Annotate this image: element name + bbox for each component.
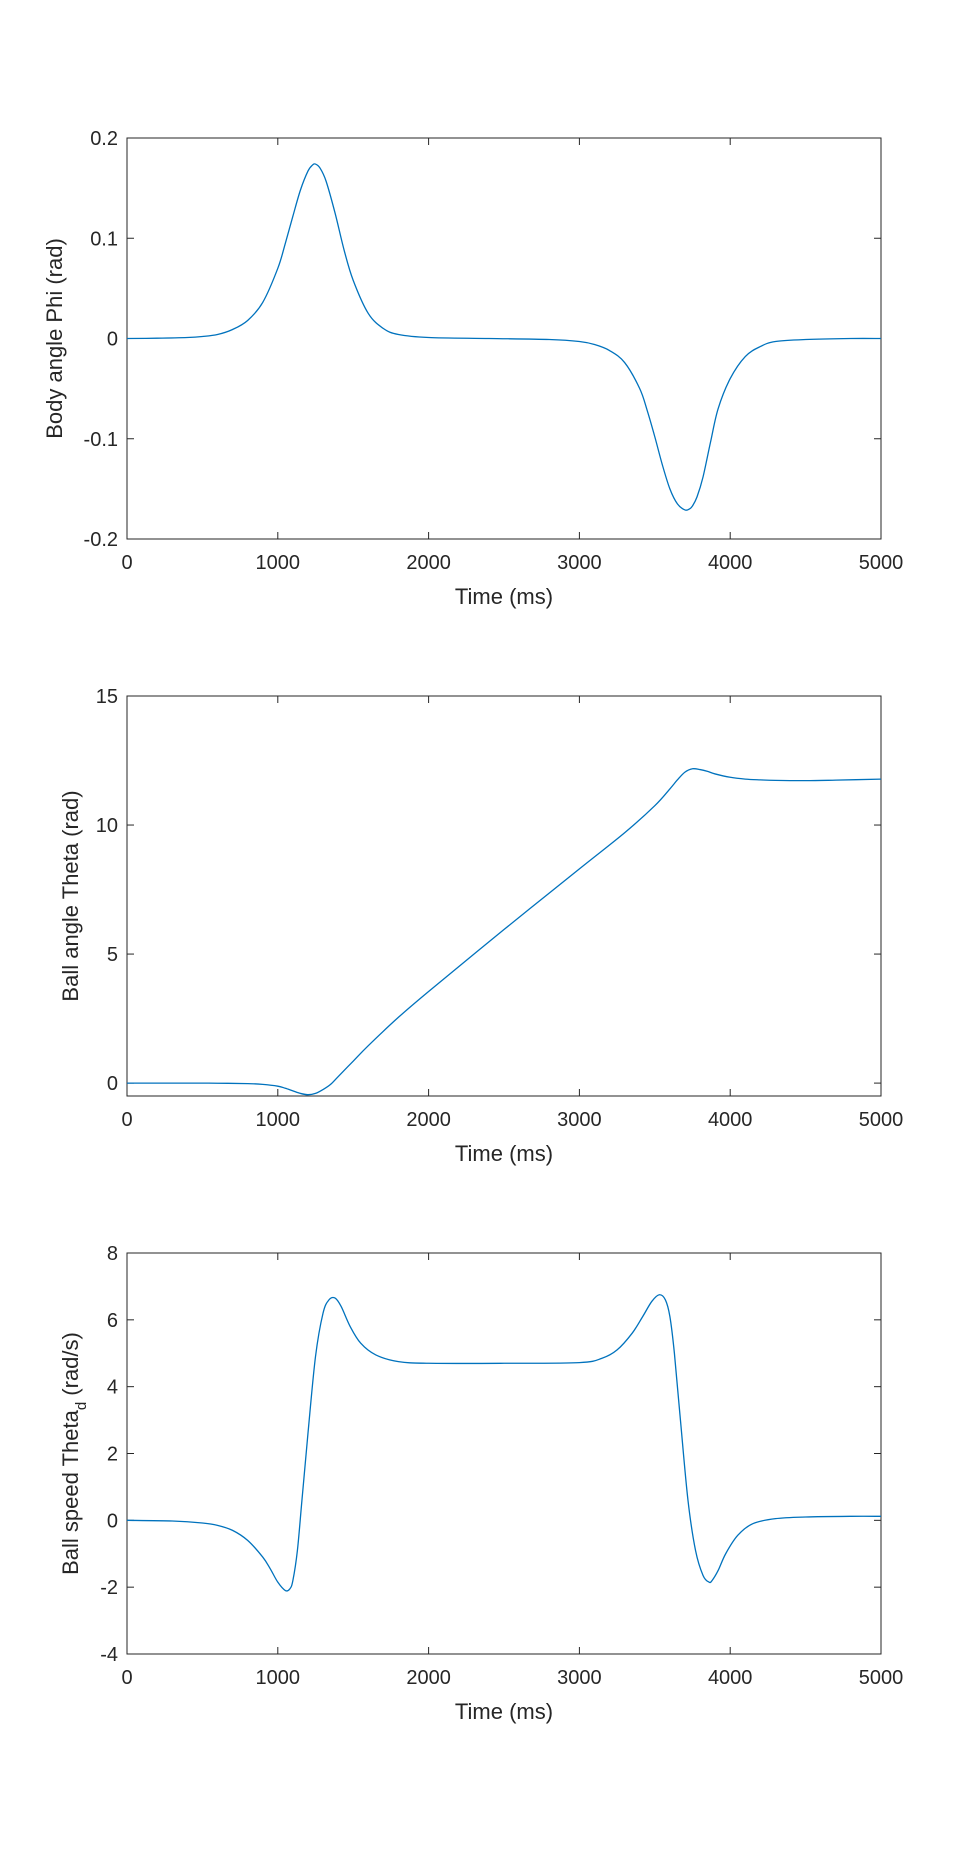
- y-tick-label: 0: [107, 1510, 118, 1532]
- series-line: [127, 163, 881, 511]
- y-tick-label: -0.2: [84, 529, 118, 551]
- x-tick-label: 4000: [708, 1109, 753, 1131]
- x-tick-label: 1000: [256, 1109, 301, 1131]
- x-tick-label: 5000: [859, 552, 904, 574]
- series-line: [127, 768, 881, 1096]
- y-tick-label: 0.1: [90, 228, 118, 250]
- x-tick-label: 5000: [859, 1667, 904, 1689]
- x-tick-label: 4000: [708, 552, 753, 574]
- plot-area-frame: [126, 695, 882, 1097]
- x-tick-label: 2000: [406, 552, 451, 574]
- x-tick-label: 2000: [406, 1667, 451, 1689]
- y-tick-label: 0.2: [90, 128, 118, 150]
- y-tick-label: 15: [96, 686, 118, 708]
- x-axis-label: Time (ms): [455, 1699, 553, 1724]
- y-axis-label: Ball angle Theta (rad): [58, 790, 83, 1001]
- x-tick-label: 0: [121, 1667, 132, 1689]
- x-tick-label: 1000: [256, 552, 301, 574]
- plot-area-frame: [126, 1252, 882, 1655]
- x-tick-label: 4000: [708, 1667, 753, 1689]
- y-tick-label: 2: [107, 1444, 118, 1466]
- y-tick-label: 10: [96, 815, 118, 837]
- y-axis-label: Ball speed Thetad (rad/s): [58, 1332, 90, 1575]
- y-tick-label: 0: [107, 1073, 118, 1095]
- x-axis-label: Time (ms): [455, 1141, 553, 1166]
- x-tick-label: 0: [121, 1109, 132, 1131]
- y-tick-label: 4: [107, 1377, 118, 1399]
- series-line: [127, 1294, 881, 1592]
- y-tick-label: 0: [107, 329, 118, 351]
- x-tick-label: 3000: [557, 552, 602, 574]
- x-axis-label: Time (ms): [455, 584, 553, 609]
- x-tick-label: 0: [121, 552, 132, 574]
- chart-panel-2: 0 1000 2000 3000 4000 5000 0 5 10 15 Time (ms) Ball…: [58, 686, 903, 1166]
- y-axis-label: Body angle Phi (rad): [42, 238, 67, 439]
- x-tick-label: 2000: [406, 1109, 451, 1131]
- chart-panel-1: 0 1000 2000 3000 4000 5000 -0.2 -0.1 0 0.1 0.2 Time…: [42, 128, 903, 609]
- x-tick-label: 3000: [557, 1109, 602, 1131]
- y-tick-label: -4: [100, 1644, 118, 1666]
- y-tick-label: -2: [100, 1577, 118, 1599]
- x-tick-label: 5000: [859, 1109, 904, 1131]
- y-tick-label: -0.1: [84, 429, 118, 451]
- y-tick-label: 5: [107, 944, 118, 966]
- y-tick-label: 8: [107, 1243, 118, 1265]
- y-tick-label: 6: [107, 1310, 118, 1332]
- x-tick-label: 1000: [256, 1667, 301, 1689]
- x-tick-label: 3000: [557, 1667, 602, 1689]
- chart-panel-3: 0 1000 2000 3000 4000 5000 -4 -2 0 2 4 6 8 Time (ms) B…: [58, 1243, 903, 1724]
